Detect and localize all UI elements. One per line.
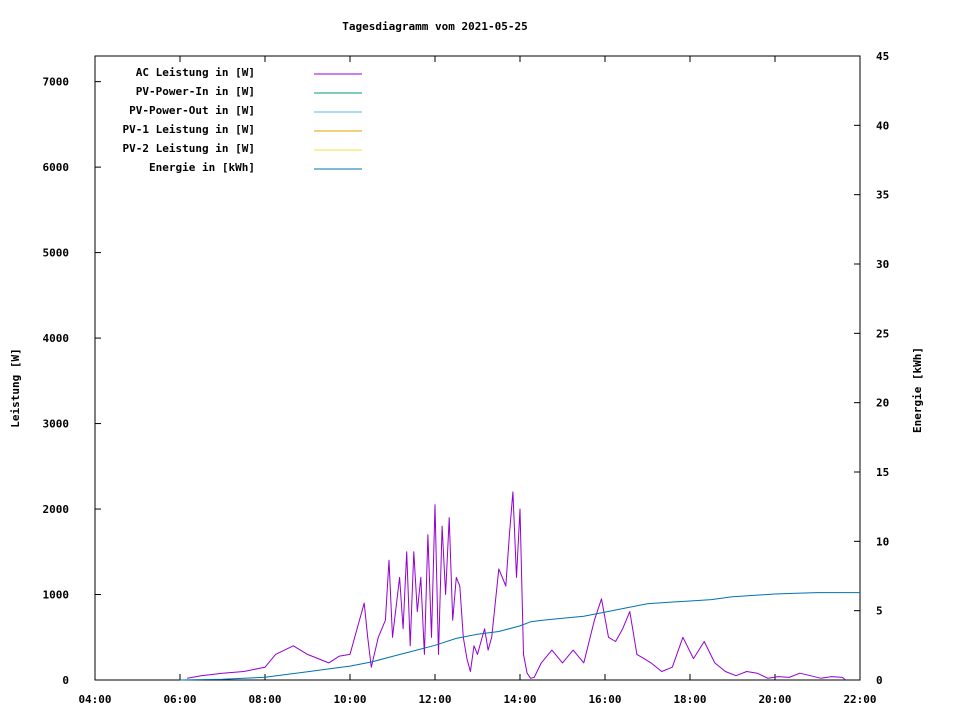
y-right-tick-label: 35 — [876, 189, 889, 202]
x-tick-label: 16:00 — [588, 693, 621, 706]
y-right-tick-label: 20 — [876, 397, 889, 410]
y-left-tick-label: 2000 — [43, 503, 70, 516]
axis-tick-labels: 04:00 06:00 08:00 10:00 12:00 14:00 16:00 18:00… — [43, 50, 890, 706]
y-left-tick-label: 1000 — [43, 589, 70, 602]
x-tick-label: 12:00 — [418, 693, 451, 706]
series-lines — [179, 491, 860, 681]
axis-ticks — [94, 55, 861, 681]
x-tick-label: 18:00 — [673, 693, 706, 706]
x-tick-label: 04:00 — [78, 693, 111, 706]
y-left-tick-label: 4000 — [43, 332, 70, 345]
legend-label: Energie in [kWh] — [149, 161, 255, 174]
y-left-tick-label: 6000 — [43, 161, 70, 174]
x-tick-label: 06:00 — [163, 693, 196, 706]
y-left-tick-label: 5000 — [43, 247, 70, 260]
x-tick-label: 08:00 — [248, 693, 281, 706]
y-right-tick-label: 5 — [876, 605, 883, 618]
y-right-tick-label: 25 — [876, 327, 889, 340]
x-tick-label: 22:00 — [843, 693, 876, 706]
legend-label: PV-Power-Out in [W] — [129, 104, 255, 117]
x-tick-label: 10:00 — [333, 693, 366, 706]
series-line-5 — [179, 592, 860, 681]
series-line-0 — [187, 491, 847, 681]
y-right-tick-label: 15 — [876, 466, 889, 479]
chart-title: Tagesdiagramm vom 2021-05-25 — [342, 20, 527, 33]
plot-frame — [94, 55, 861, 681]
y-right-tick-label: 40 — [876, 119, 889, 132]
y-axis-right-label: Energie [kWh] — [911, 347, 924, 433]
y-axis-left-label: Leistung [W] — [9, 348, 22, 427]
x-tick-label: 14:00 — [503, 693, 536, 706]
legend-label: AC Leistung in [W] — [136, 66, 255, 79]
y-right-tick-label: 0 — [876, 674, 883, 687]
y-right-tick-label: 45 — [876, 50, 889, 63]
legend-label: PV-1 Leistung in [W] — [123, 123, 255, 136]
y-left-tick-label: 0 — [62, 674, 69, 687]
legend: AC Leistung in [W] PV-Power-In in [W] PV-P… — [123, 66, 362, 174]
legend-label: PV-2 Leistung in [W] — [123, 142, 255, 155]
y-right-tick-label: 30 — [876, 258, 889, 271]
y-left-tick-label: 7000 — [43, 76, 70, 89]
y-right-tick-label: 10 — [876, 535, 889, 548]
legend-label: PV-Power-In in [W] — [136, 85, 255, 98]
y-left-tick-label: 3000 — [43, 418, 70, 431]
x-tick-label: 20:00 — [758, 693, 791, 706]
